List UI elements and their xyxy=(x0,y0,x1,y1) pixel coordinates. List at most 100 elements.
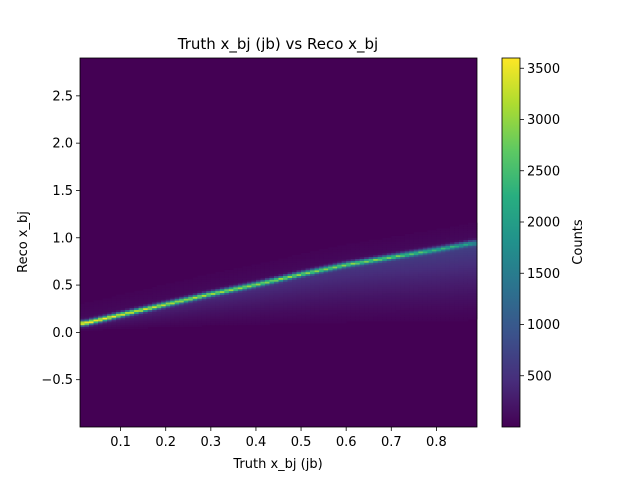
heatmap-cell xyxy=(292,264,297,267)
heatmap-cell xyxy=(368,317,374,320)
heatmap-cell xyxy=(341,285,347,288)
heatmap-cell xyxy=(125,309,131,312)
heatmap-cell xyxy=(206,277,212,280)
heatmap-cell xyxy=(436,283,442,286)
heatmap-cell xyxy=(233,271,239,275)
heatmap-cell xyxy=(386,294,392,297)
heatmap-cell xyxy=(463,281,469,284)
heatmap-cell xyxy=(292,268,297,271)
heatmap-cell xyxy=(228,304,234,307)
heatmap-cell xyxy=(174,298,180,301)
heatmap-cell xyxy=(422,275,428,278)
heatmap-cell xyxy=(427,251,433,254)
heatmap-cell xyxy=(458,285,464,288)
heatmap-cell xyxy=(323,290,329,294)
heatmap-cell xyxy=(337,256,343,259)
heatmap-cell xyxy=(427,260,433,263)
heatmap-cell xyxy=(152,322,158,326)
heatmap-cell xyxy=(395,235,401,239)
heatmap-cell xyxy=(255,300,261,303)
heatmap-cell xyxy=(377,251,383,254)
heatmap-cell xyxy=(138,302,144,305)
heatmap-cell xyxy=(391,298,397,301)
heatmap-cell xyxy=(264,281,270,284)
heatmap-cell xyxy=(454,256,460,259)
heatmap-cell xyxy=(467,269,473,273)
heatmap-cell xyxy=(170,290,176,294)
heatmap-cell xyxy=(301,277,306,280)
heatmap-cell xyxy=(89,317,94,320)
heatmap-cell xyxy=(341,315,347,318)
heatmap-cell xyxy=(102,322,108,326)
heatmap-cell xyxy=(305,286,311,290)
heatmap-cell xyxy=(242,286,248,290)
heatmap-cell xyxy=(292,277,297,280)
heatmap-cell xyxy=(192,321,198,324)
heatmap-cell xyxy=(337,260,343,263)
heatmap-cell xyxy=(395,254,401,258)
heatmap-cell xyxy=(445,233,451,237)
heatmap-cell xyxy=(278,288,284,292)
heatmap-cell xyxy=(116,307,121,311)
heatmap-cell xyxy=(463,243,469,246)
heatmap-cell xyxy=(228,307,234,311)
heatmap-cell xyxy=(296,305,302,309)
heatmap-cell xyxy=(129,311,135,314)
heatmap-cell xyxy=(314,285,320,288)
heatmap-cell xyxy=(188,307,194,311)
heatmap-cell xyxy=(98,305,103,309)
heatmap-cell xyxy=(188,281,194,284)
heatmap-cell xyxy=(125,304,131,307)
heatmap-cell xyxy=(364,315,370,318)
heatmap-cell xyxy=(337,247,343,250)
heatmap-cell xyxy=(143,324,149,328)
heatmap-cell xyxy=(395,266,401,269)
heatmap-cell xyxy=(233,317,239,320)
heatmap-cell xyxy=(170,307,176,311)
heatmap-cell xyxy=(323,288,329,292)
heatmap-cell xyxy=(224,321,230,324)
heatmap-cell xyxy=(319,300,325,303)
heatmap-cell xyxy=(436,258,442,261)
heatmap-cell xyxy=(255,292,261,295)
heatmap-cell xyxy=(427,249,433,252)
heatmap-cell xyxy=(418,269,424,273)
heatmap-cell xyxy=(427,275,433,278)
heatmap-cell xyxy=(472,233,478,237)
heatmap-cell xyxy=(436,279,442,282)
heatmap-cell xyxy=(260,300,266,303)
heatmap-cell xyxy=(395,268,401,271)
heatmap-cell xyxy=(422,269,428,273)
heatmap-cell xyxy=(431,256,437,259)
heatmap-cell xyxy=(364,243,370,246)
heatmap-cell xyxy=(359,298,365,301)
heatmap-cell xyxy=(251,277,257,280)
heatmap-cell xyxy=(192,311,198,314)
heatmap-cell xyxy=(206,322,212,326)
heatmap-cell xyxy=(174,315,180,318)
heatmap-cell xyxy=(337,311,343,314)
heatmap-cell xyxy=(210,283,216,286)
heatmap-cell xyxy=(210,307,216,311)
heatmap-cell xyxy=(296,266,302,269)
heatmap-cell xyxy=(422,285,428,288)
heatmap-cell xyxy=(237,273,243,277)
heatmap-cell xyxy=(463,300,469,303)
heatmap-cell xyxy=(413,275,419,278)
heatmap-cell xyxy=(292,283,297,286)
heatmap-cell xyxy=(260,322,266,326)
heatmap-cell xyxy=(404,262,410,265)
heatmap-cell xyxy=(436,273,442,277)
heatmap-cell xyxy=(409,271,415,275)
heatmap-cell xyxy=(296,285,302,288)
heatmap-cell xyxy=(350,243,356,246)
heatmap-cell xyxy=(472,262,478,265)
heatmap-cell xyxy=(201,296,207,299)
heatmap-cell xyxy=(346,283,352,286)
heatmap-cell xyxy=(431,290,437,294)
heatmap-cell xyxy=(418,251,424,254)
heatmap-cell xyxy=(255,273,261,277)
heatmap-cell xyxy=(395,319,401,322)
heatmap-cell xyxy=(382,294,388,297)
heatmap-cell xyxy=(364,317,370,320)
